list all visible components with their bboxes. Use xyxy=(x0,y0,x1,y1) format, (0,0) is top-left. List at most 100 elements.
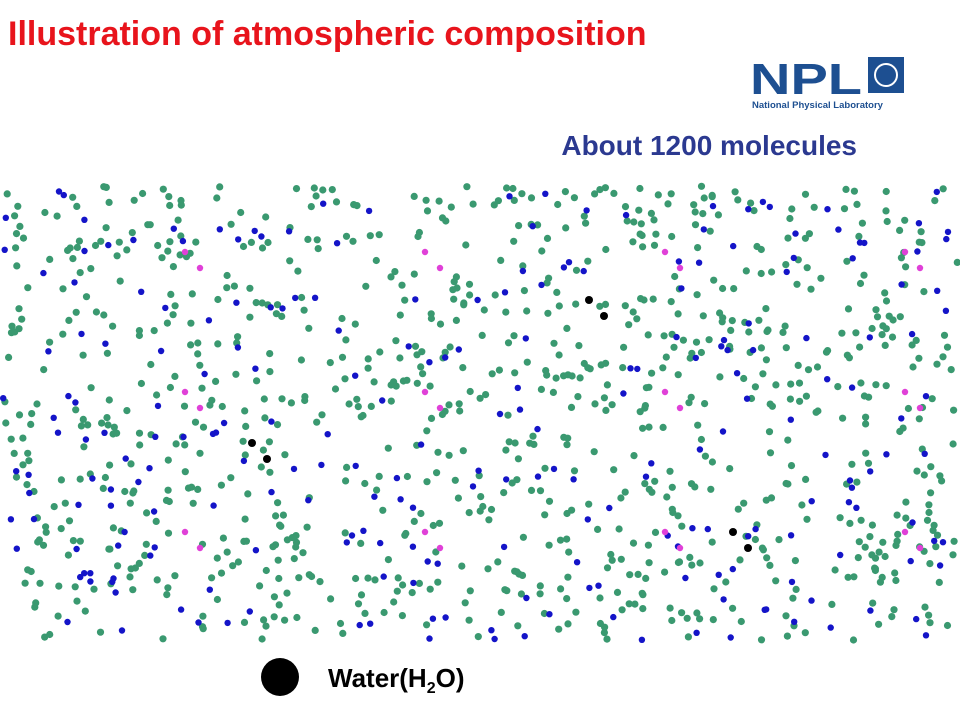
molecule xyxy=(636,184,644,193)
molecule xyxy=(696,446,704,453)
molecule xyxy=(411,342,420,350)
molecule xyxy=(87,578,94,585)
molecule xyxy=(333,240,341,247)
molecule xyxy=(757,269,765,278)
molecule xyxy=(2,214,9,221)
molecule xyxy=(784,234,792,242)
molecule xyxy=(237,208,245,217)
molecule xyxy=(921,450,928,457)
molecule xyxy=(526,439,534,447)
molecule xyxy=(24,284,32,292)
molecule xyxy=(305,497,312,504)
molecule xyxy=(415,228,423,237)
molecule xyxy=(645,423,653,431)
molecule xyxy=(297,356,305,364)
molecule xyxy=(686,553,694,562)
molecule xyxy=(403,472,411,481)
molecule xyxy=(534,425,541,433)
molecule xyxy=(266,368,274,376)
molecule xyxy=(705,336,713,344)
molecule xyxy=(602,406,610,414)
molecule xyxy=(446,343,454,351)
molecule xyxy=(365,207,373,215)
molecule xyxy=(152,517,160,526)
molecule xyxy=(561,188,570,196)
molecule xyxy=(661,248,669,256)
molecule xyxy=(91,241,100,250)
molecule xyxy=(759,370,767,378)
molecule xyxy=(679,336,688,344)
molecule xyxy=(384,444,392,452)
molecule xyxy=(223,284,231,292)
molecule xyxy=(728,317,736,325)
molecule xyxy=(667,190,675,198)
molecule xyxy=(212,377,220,385)
molecule xyxy=(171,572,179,580)
molecule xyxy=(461,599,469,607)
molecule xyxy=(922,632,930,639)
molecule xyxy=(223,271,231,280)
molecule xyxy=(360,527,367,534)
molecule xyxy=(423,478,431,486)
molecule xyxy=(126,573,134,581)
molecule xyxy=(511,439,519,447)
molecule xyxy=(27,567,35,576)
molecule xyxy=(701,452,710,460)
molecule xyxy=(459,447,467,455)
molecule xyxy=(752,525,759,533)
molecule xyxy=(644,541,653,549)
molecule xyxy=(882,187,890,196)
molecule xyxy=(697,435,706,444)
molecule xyxy=(764,326,772,334)
molecule xyxy=(931,537,938,545)
molecule xyxy=(314,245,322,253)
molecule xyxy=(403,376,411,384)
molecule xyxy=(766,561,774,570)
molecule xyxy=(199,612,207,620)
molecule xyxy=(898,281,905,288)
molecule xyxy=(808,597,815,604)
molecule xyxy=(14,202,22,210)
molecule xyxy=(860,271,868,279)
molecule xyxy=(261,414,269,422)
molecule xyxy=(556,536,565,544)
molecule xyxy=(41,208,49,217)
molecule xyxy=(214,295,222,304)
molecule xyxy=(514,622,522,630)
molecule xyxy=(187,483,196,491)
molecule xyxy=(287,399,295,407)
molecule xyxy=(617,555,625,563)
molecule xyxy=(514,455,523,463)
molecule xyxy=(552,374,560,382)
molecule xyxy=(460,301,468,309)
molecule xyxy=(639,243,647,251)
molecule xyxy=(192,238,200,246)
molecule xyxy=(267,304,274,311)
molecule xyxy=(554,200,562,209)
molecule xyxy=(46,255,54,263)
molecule xyxy=(293,613,301,622)
molecule xyxy=(536,590,544,598)
molecule xyxy=(697,348,706,357)
molecule xyxy=(676,404,684,412)
molecule xyxy=(822,451,829,459)
molecule xyxy=(608,401,616,409)
molecule xyxy=(279,305,286,312)
molecule xyxy=(268,488,275,496)
molecule xyxy=(397,496,404,503)
molecule xyxy=(855,232,863,240)
molecule xyxy=(875,548,883,556)
molecule xyxy=(709,616,717,624)
molecule xyxy=(511,369,519,377)
molecule xyxy=(759,198,767,206)
molecule xyxy=(634,570,642,579)
molecule xyxy=(572,300,580,308)
molecule xyxy=(19,234,28,242)
molecule xyxy=(510,237,518,245)
molecule xyxy=(690,201,698,209)
molecule xyxy=(582,219,590,227)
molecule xyxy=(209,430,217,438)
molecule xyxy=(319,186,327,194)
molecule xyxy=(912,336,920,344)
molecule xyxy=(72,399,79,406)
